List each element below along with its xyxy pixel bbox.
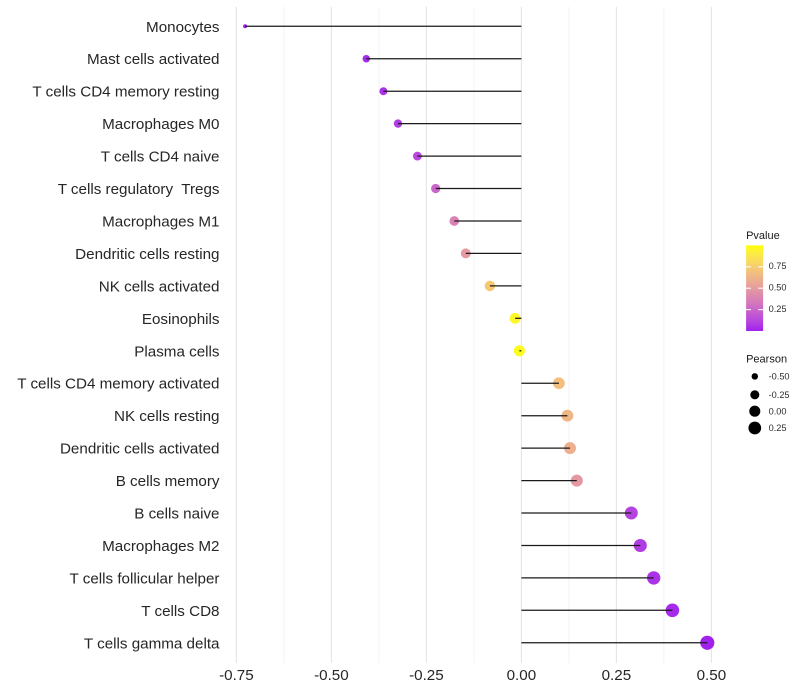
svg-text:-0.25: -0.25 (769, 390, 790, 400)
svg-text:T cells CD8: T cells CD8 (141, 603, 219, 620)
svg-text:Mast cells activated: Mast cells activated (87, 51, 220, 68)
svg-text:-0.75: -0.75 (219, 667, 254, 684)
svg-text:NK cells activated: NK cells activated (99, 278, 220, 295)
svg-text:T cells CD4 memory activated: T cells CD4 memory activated (17, 376, 219, 393)
svg-text:0.00: 0.00 (769, 406, 787, 416)
svg-text:0.75: 0.75 (769, 261, 787, 271)
svg-text:Pvalue: Pvalue (746, 230, 780, 242)
svg-text:0.25: 0.25 (602, 667, 632, 684)
svg-text:T cells gamma delta: T cells gamma delta (84, 635, 220, 652)
svg-text:0.00: 0.00 (507, 667, 537, 684)
svg-text:B cells naive: B cells naive (134, 506, 219, 523)
svg-text:Dendritic cells activated: Dendritic cells activated (60, 441, 220, 458)
svg-text:B cells memory: B cells memory (116, 473, 220, 490)
svg-text:NK cells resting: NK cells resting (114, 408, 220, 425)
svg-text:0.25: 0.25 (769, 304, 787, 314)
svg-text:Eosinophils: Eosinophils (142, 311, 220, 328)
svg-text:T cells follicular helper: T cells follicular helper (70, 570, 220, 587)
svg-text:0.50: 0.50 (769, 283, 787, 293)
svg-text:-0.25: -0.25 (409, 667, 444, 684)
svg-text:Macrophages M0: Macrophages M0 (102, 116, 219, 133)
svg-text:Pearson: Pearson (746, 354, 787, 366)
svg-text:Dendritic cells resting: Dendritic cells resting (75, 246, 219, 263)
svg-text:T cells CD4 naive: T cells CD4 naive (101, 149, 220, 166)
svg-text:T cells regulatory Tregs: T cells regulatory Tregs (58, 181, 220, 198)
svg-text:-0.50: -0.50 (769, 372, 790, 382)
svg-text:0.25: 0.25 (769, 423, 787, 433)
svg-text:Macrophages M2: Macrophages M2 (102, 538, 219, 555)
svg-text:T cells CD4 memory resting: T cells CD4 memory resting (32, 84, 219, 101)
svg-text:Macrophages M1: Macrophages M1 (102, 214, 219, 231)
svg-text:Plasma cells: Plasma cells (134, 343, 220, 360)
svg-text:-0.50: -0.50 (314, 667, 349, 684)
svg-text:Monocytes: Monocytes (146, 19, 220, 36)
svg-text:0.50: 0.50 (697, 667, 727, 684)
